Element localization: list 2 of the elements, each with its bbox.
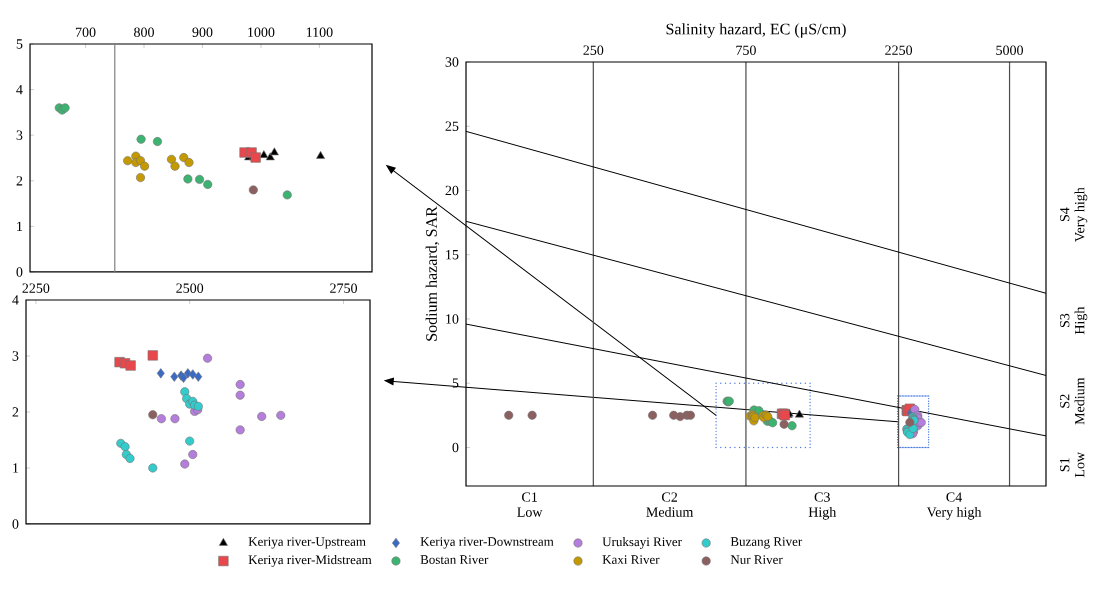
y-axis-title: Sodium hazard, SAR (425, 206, 440, 341)
x-axis-title: Salinity hazard, EC (μS/cm) (666, 23, 846, 38)
